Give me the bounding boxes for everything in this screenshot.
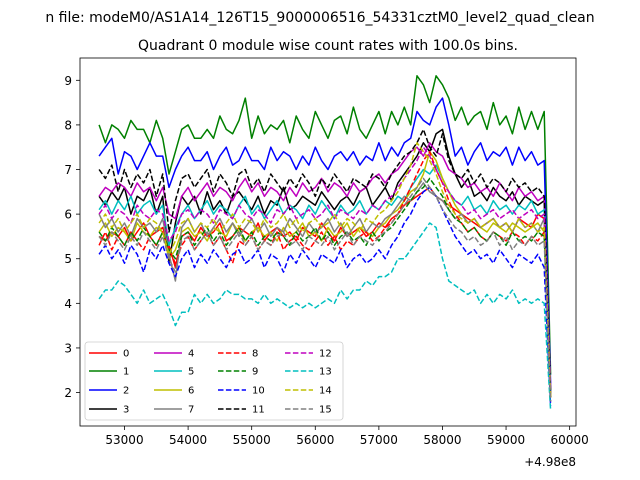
series-line-1 [98, 75, 552, 375]
legend-label-13: 13 [319, 367, 332, 378]
series-line-13 [98, 222, 552, 411]
series-line-14 [98, 142, 552, 398]
series-line-9 [98, 177, 552, 398]
legend-frame [84, 341, 344, 421]
legend-label-8: 8 [252, 349, 258, 360]
x-tick-label: 57000 [360, 433, 398, 447]
x-tick-label: 54000 [169, 433, 207, 447]
plot-frame [79, 57, 577, 427]
series-line-12 [98, 146, 552, 393]
y-tick-label: 9 [64, 74, 72, 88]
legend-label-11: 11 [252, 405, 265, 416]
legend-label-15: 15 [319, 405, 332, 416]
x-tick-label: 59000 [487, 433, 525, 447]
series-layer [98, 75, 552, 411]
y-tick-label: 8 [64, 118, 72, 132]
y-tick-label: 2 [64, 386, 72, 400]
legend-label-5: 5 [188, 367, 194, 378]
legend-label-7: 7 [188, 405, 194, 416]
x-axis: 53000 54000 55000 56000 57000 58000 59000 60000 [105, 426, 589, 447]
legend-label-0: 0 [123, 349, 129, 360]
legend-label-3: 3 [123, 405, 129, 416]
legend-label-1: 1 [123, 367, 129, 378]
x-tick-label: 58000 [423, 433, 461, 447]
legend-label-6: 6 [188, 386, 194, 397]
series-line-10 [98, 186, 552, 406]
series-line-8 [98, 150, 552, 402]
x-tick-label: 55000 [233, 433, 271, 447]
y-tick-label: 7 [64, 163, 72, 177]
series-line-4 [98, 142, 552, 389]
legend-label-9: 9 [252, 367, 258, 378]
x-tick-label: 56000 [296, 433, 334, 447]
y-tick-label: 4 [64, 297, 72, 311]
legend-label-14: 14 [319, 386, 332, 397]
chart-suptitle: n file: modeM0/AS1A14_126T15_9000006516_… [45, 10, 594, 26]
series-line-5 [98, 164, 552, 393]
legend-label-2: 2 [123, 386, 129, 397]
y-tick-label: 6 [64, 208, 72, 222]
legend-label-10: 10 [252, 386, 265, 397]
x-offset-label: +4.98e8 [524, 455, 576, 469]
series-line-0 [98, 186, 552, 398]
y-tick-label: 5 [64, 252, 72, 266]
x-tick-label: 53000 [105, 433, 143, 447]
series-line-2 [98, 97, 552, 384]
y-tick-label: 3 [64, 341, 72, 355]
chart-title: Quadrant 0 module wise count rates with … [138, 38, 518, 54]
legend-label-4: 4 [188, 349, 194, 360]
y-axis: 2 3 4 5 6 7 8 9 [64, 74, 80, 400]
series-line-11 [98, 128, 552, 393]
series-line-7 [98, 182, 552, 398]
legend-label-12: 12 [319, 349, 332, 360]
x-tick-label: 60000 [551, 433, 589, 447]
series-line-15 [98, 177, 552, 402]
